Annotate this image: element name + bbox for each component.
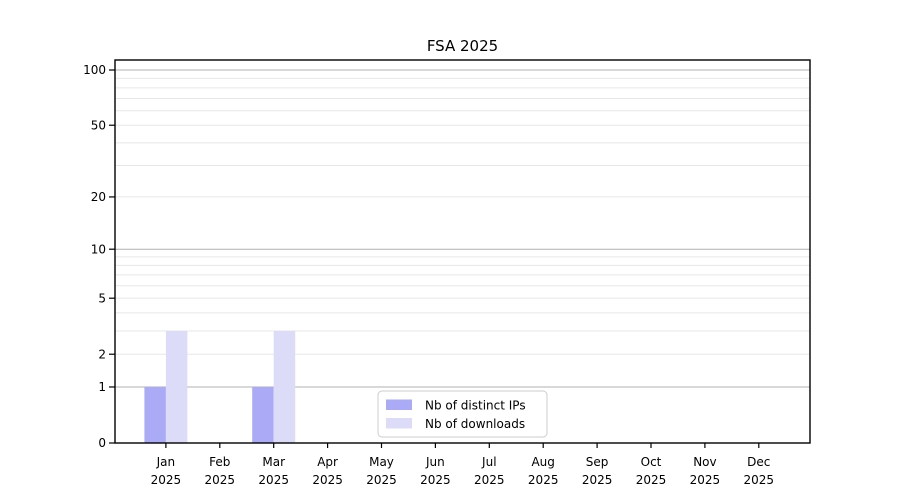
bar-mar-s1 bbox=[273, 330, 296, 443]
x-tick-year-label: 2025 bbox=[690, 473, 721, 487]
x-tick-label: Aug bbox=[531, 455, 554, 469]
legend-label: Nb of downloads bbox=[425, 417, 525, 431]
y-tick-label: 1 bbox=[98, 380, 106, 394]
x-tick-year-label: 2025 bbox=[205, 473, 236, 487]
legend-swatch bbox=[386, 418, 412, 429]
y-tick-label: 20 bbox=[91, 190, 106, 204]
x-tick-year-label: 2025 bbox=[474, 473, 505, 487]
x-tick-label: Dec bbox=[747, 455, 770, 469]
x-tick-label: Jul bbox=[481, 455, 496, 469]
y-tick-label: 100 bbox=[83, 63, 106, 77]
y-tick-label: 10 bbox=[91, 242, 106, 256]
legend-layer: Nb of distinct IPs Nb of downloads bbox=[377, 390, 548, 438]
legend-label: Nb of distinct IPs bbox=[425, 398, 526, 412]
y-tick-label: 2 bbox=[98, 347, 106, 361]
x-tick-label: Mar bbox=[262, 455, 285, 469]
y-tick-label: 5 bbox=[98, 291, 106, 305]
axis-layer: 0 1 2 5 10 20 50 100 Jan 2025 Feb 2025 Mar 2025 Apr 202… bbox=[83, 59, 811, 487]
x-tick-year-label: 2025 bbox=[528, 473, 559, 487]
x-tick-year-label: 2025 bbox=[151, 473, 182, 487]
legend-swatch bbox=[386, 399, 412, 410]
bar-jan-s0 bbox=[144, 386, 166, 443]
y-tick-label: 50 bbox=[91, 118, 106, 132]
y-tick-label: 0 bbox=[98, 436, 106, 450]
x-tick-label: Apr bbox=[317, 455, 338, 469]
x-tick-year-label: 2025 bbox=[636, 473, 667, 487]
x-tick-label: Jun bbox=[425, 455, 445, 469]
legend-box bbox=[377, 390, 548, 438]
x-tick-label: Sep bbox=[586, 455, 609, 469]
x-tick-year-label: 2025 bbox=[744, 473, 775, 487]
x-tick-label: Oct bbox=[641, 455, 662, 469]
x-tick-year-label: 2025 bbox=[582, 473, 613, 487]
bar-layer bbox=[144, 330, 296, 443]
x-tick-label: Feb bbox=[209, 455, 230, 469]
bar-mar-s0 bbox=[252, 386, 274, 443]
x-tick-year-label: 2025 bbox=[366, 473, 397, 487]
plot-border bbox=[114, 59, 811, 444]
grid-layer bbox=[115, 69, 810, 388]
bar-jan-s1 bbox=[165, 330, 188, 443]
x-tick-label: Jan bbox=[156, 455, 176, 469]
x-tick-year-label: 2025 bbox=[258, 473, 289, 487]
x-tick-label: May bbox=[369, 455, 394, 469]
chart-title: FSA 2025 bbox=[427, 37, 498, 55]
x-tick-year-label: 2025 bbox=[312, 473, 343, 487]
x-tick-year-label: 2025 bbox=[420, 473, 451, 487]
x-tick-label: Nov bbox=[693, 455, 716, 469]
